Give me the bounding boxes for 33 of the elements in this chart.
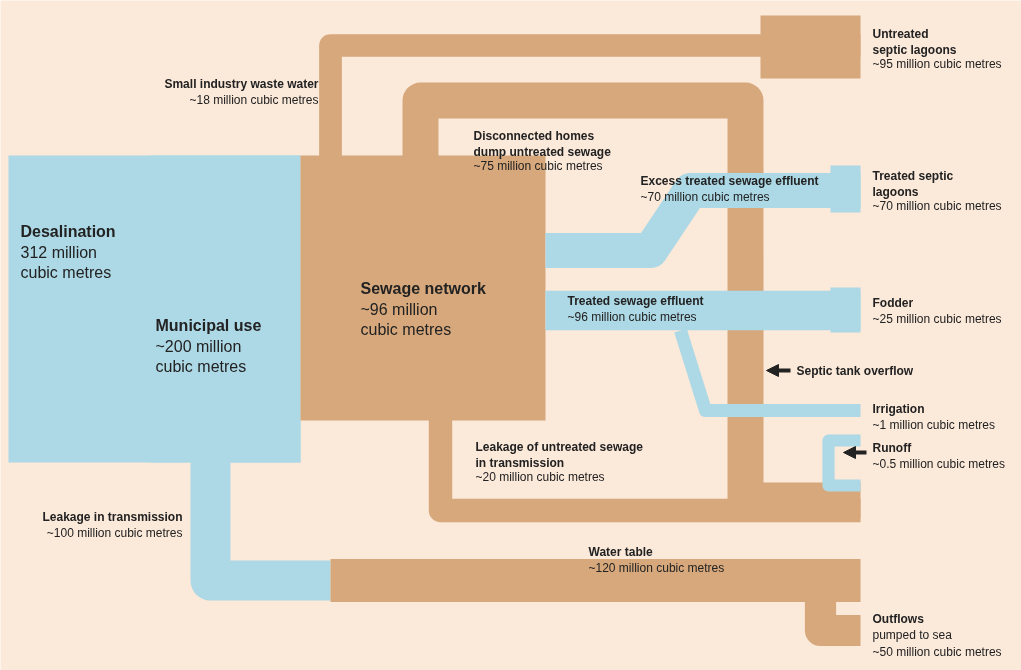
data-label: ~200 million cubic metres xyxy=(155,337,247,376)
category-label: Desalination xyxy=(20,222,116,240)
category-label: Municipal use xyxy=(155,316,262,334)
category-label: Leakage in transmission xyxy=(42,509,183,524)
data-label: ~1 million cubic metres xyxy=(872,417,995,432)
data-label: ~75 million cubic metres xyxy=(473,159,603,174)
category-label: Treated septic lagoons xyxy=(872,168,954,200)
data-label: ~18 million cubic metres xyxy=(189,92,319,107)
category-label: Small industry waste water xyxy=(164,76,319,91)
data-label: 312 million cubic metres xyxy=(20,243,112,282)
data-label: ~96 million cubic metres xyxy=(360,300,452,339)
category-label: Excess treated sewage effluent xyxy=(640,173,819,188)
data-label: ~70 million cubic metres xyxy=(640,189,770,204)
category-label: Treated sewage effluent xyxy=(567,293,704,308)
data-label: ~120 million cubic metres xyxy=(588,560,725,575)
category-label: Leakage of untreated sewage in transmission xyxy=(475,439,644,471)
data-label: ~0.5 million cubic metres xyxy=(872,456,1005,471)
category-label: Fodder xyxy=(872,295,914,310)
category-label: Outflows xyxy=(872,611,925,626)
data-label: ~70 million cubic metres xyxy=(872,199,1002,214)
category-label: Runoff xyxy=(872,440,913,455)
data-label: ~100 million cubic metres xyxy=(46,525,183,540)
data-label: ~96 million cubic metres xyxy=(567,309,697,324)
data-label: pumped to sea ~50 million cubic metres xyxy=(872,627,1002,659)
data-label: ~25 million cubic metres xyxy=(872,311,1002,326)
text: Septic tank overflow xyxy=(796,363,914,378)
data-label: ~95 million cubic metres xyxy=(872,57,1002,72)
category-label: Sewage network xyxy=(360,279,486,297)
category-label: Disconnected homes dump untreated sewage xyxy=(473,128,612,160)
data-label: ~20 million cubic metres xyxy=(475,470,605,485)
category-label: Water table xyxy=(588,544,654,559)
category-label: Irrigation xyxy=(872,401,925,416)
category-label: Untreated septic lagoons xyxy=(872,26,957,58)
